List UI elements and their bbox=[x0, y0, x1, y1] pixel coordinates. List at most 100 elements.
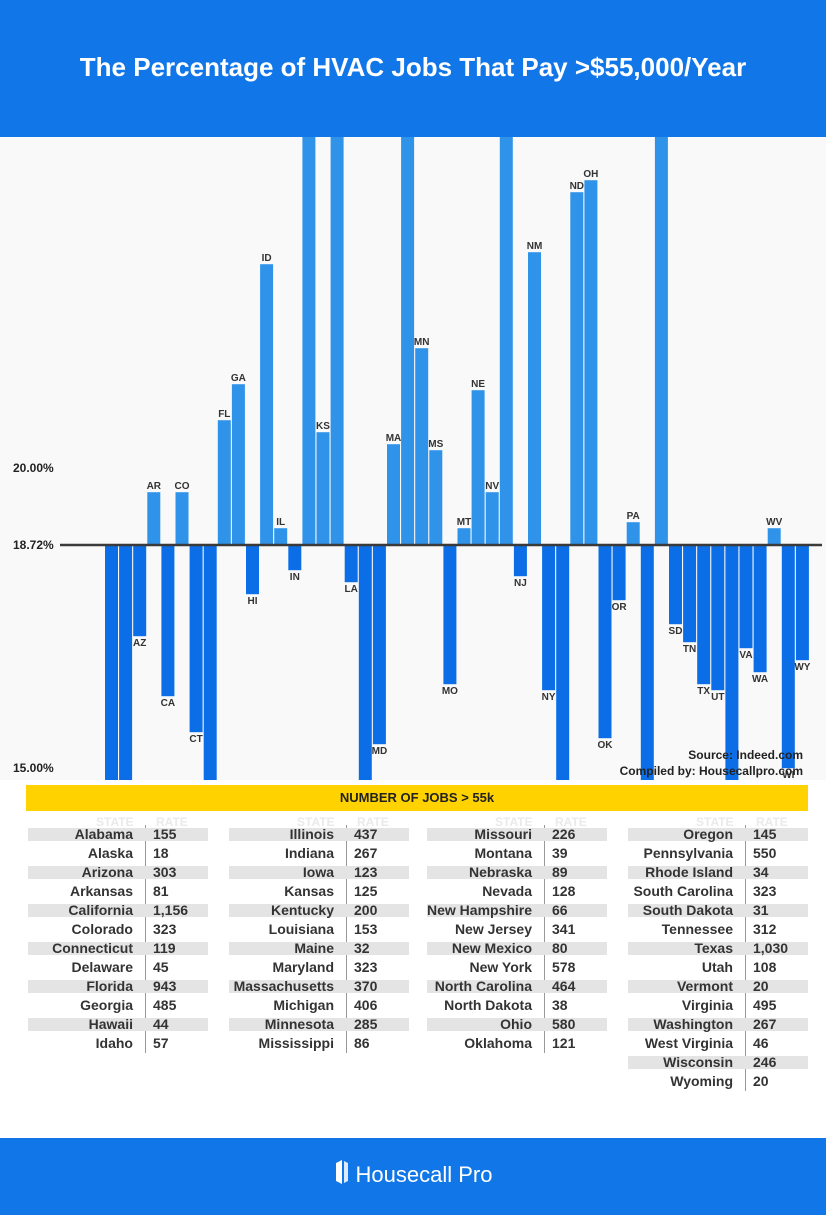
table-row: Nebraska 89 bbox=[427, 863, 607, 882]
job-count: 285 bbox=[354, 1016, 378, 1032]
table-row: Colorado 323 bbox=[28, 920, 208, 939]
table-row: Washington 267 bbox=[628, 1015, 808, 1034]
bar-label-az: AZ bbox=[133, 638, 146, 649]
job-count: 108 bbox=[753, 959, 777, 975]
job-count: 200 bbox=[354, 902, 378, 918]
table-row: Indiana 267 bbox=[229, 844, 409, 863]
table-row: Utah 108 bbox=[628, 958, 808, 977]
bar-label-ma: MA bbox=[386, 433, 402, 444]
bar-ar bbox=[147, 492, 161, 545]
bar-wv bbox=[767, 528, 781, 545]
bar-ne bbox=[471, 390, 485, 545]
bar-me bbox=[358, 545, 372, 780]
job-count: 66 bbox=[552, 902, 568, 918]
job-count: 125 bbox=[354, 883, 378, 899]
bar-chart: 20.00%18.72%15.00%ALAKAZARCACOCTDEFLGAHI… bbox=[13, 137, 822, 780]
table-header: STATE RATE bbox=[28, 815, 208, 829]
job-count: 226 bbox=[552, 826, 576, 842]
table-row: Pennsylvania 550 bbox=[628, 844, 808, 863]
bar-in bbox=[288, 545, 302, 571]
job-count: 370 bbox=[354, 978, 378, 994]
state-name: Indiana bbox=[284, 845, 334, 861]
table-row: Texas 1,030 bbox=[628, 939, 808, 958]
bar-label-il: IL bbox=[276, 517, 285, 528]
job-count: 267 bbox=[354, 845, 378, 861]
job-count: 18 bbox=[153, 845, 169, 861]
state-name: Connecticut bbox=[52, 940, 133, 956]
bar-label-oh: OH bbox=[583, 169, 598, 180]
bar-label-ok: OK bbox=[598, 740, 614, 751]
table-row: Georgia 485 bbox=[28, 996, 208, 1015]
header-banner: The Percentage of HVAC Jobs That Pay >$5… bbox=[0, 0, 826, 137]
bar-label-la: LA bbox=[345, 584, 358, 595]
job-count: 303 bbox=[153, 864, 177, 880]
table-row: Montana 39 bbox=[427, 844, 607, 863]
state-name: Alaska bbox=[87, 845, 133, 861]
table-row: Tennessee 312 bbox=[628, 920, 808, 939]
table-row: Minnesota 285 bbox=[229, 1015, 409, 1034]
header-rate: RATE bbox=[555, 815, 587, 829]
bar-co bbox=[175, 492, 189, 545]
bar-hi bbox=[246, 545, 259, 595]
table-row: Maine 32 bbox=[229, 939, 409, 958]
bar-ny bbox=[542, 545, 556, 691]
job-count: 155 bbox=[153, 826, 177, 842]
brand-logo: Housecall Pro bbox=[0, 1160, 826, 1190]
header-state: STATE bbox=[495, 815, 533, 829]
bar-label-tn: TN bbox=[683, 644, 696, 655]
bar-md bbox=[372, 545, 386, 745]
state-name: Arkansas bbox=[69, 883, 133, 899]
table-row: Oklahoma 121 bbox=[427, 1034, 607, 1053]
job-count: 246 bbox=[753, 1054, 777, 1070]
table-row: Ohio 580 bbox=[427, 1015, 607, 1034]
job-count: 34 bbox=[753, 864, 769, 880]
bar-al bbox=[105, 545, 118, 780]
state-name: Colorado bbox=[71, 921, 133, 937]
state-name: California bbox=[68, 902, 133, 918]
table-row: Kentucky 200 bbox=[229, 901, 409, 920]
table-row: New York 578 bbox=[427, 958, 607, 977]
state-name: Nebraska bbox=[468, 864, 532, 880]
bar-ut bbox=[711, 545, 725, 691]
job-count: 437 bbox=[354, 826, 378, 842]
bar-nd bbox=[570, 192, 584, 545]
state-name: Minnesota bbox=[264, 1016, 334, 1032]
table-row: Alaska 18 bbox=[28, 844, 208, 863]
bar-label-wi: WI bbox=[782, 770, 794, 780]
bar-label-fl: FL bbox=[218, 409, 230, 420]
bar-la bbox=[344, 545, 358, 583]
footer-banner: Housecall Pro bbox=[0, 1138, 826, 1215]
bar-label-nv: NV bbox=[485, 481, 499, 492]
job-count: 341 bbox=[552, 921, 576, 937]
table-row: Delaware 45 bbox=[28, 958, 208, 977]
job-count: 81 bbox=[153, 883, 169, 899]
state-name: Texas bbox=[694, 940, 733, 956]
state-name: Virginia bbox=[681, 997, 733, 1013]
state-name: Illinois bbox=[289, 826, 334, 842]
bar-ct bbox=[189, 545, 203, 733]
state-name: Wyoming bbox=[670, 1073, 733, 1089]
bar-label-ga: GA bbox=[231, 373, 246, 384]
bar-ms bbox=[429, 450, 443, 545]
y-tick-label: 15.00% bbox=[13, 761, 54, 775]
job-count: 323 bbox=[153, 921, 177, 937]
bar-label-ut: UT bbox=[711, 692, 724, 703]
bar-az bbox=[133, 545, 147, 637]
state-name: New Jersey bbox=[454, 921, 532, 937]
state-name: Washington bbox=[653, 1016, 733, 1032]
bar-ok bbox=[598, 545, 612, 739]
bar-label-nj: NJ bbox=[514, 578, 527, 589]
bar-label-nm: NM bbox=[527, 241, 543, 252]
bar-label-mn: MN bbox=[414, 337, 430, 348]
bar-label-co: CO bbox=[175, 481, 190, 492]
table-header: STATE RATE bbox=[229, 815, 409, 829]
bar-oh bbox=[584, 180, 598, 545]
column-divider bbox=[346, 825, 347, 1053]
bar-label-ca: CA bbox=[161, 698, 175, 709]
bar-ca bbox=[161, 545, 175, 697]
state-name: Mississippi bbox=[258, 1035, 334, 1051]
job-count: 267 bbox=[753, 1016, 777, 1032]
bar-ma bbox=[387, 444, 400, 545]
bar-nj bbox=[513, 545, 527, 577]
job-count: 1,156 bbox=[153, 902, 189, 918]
